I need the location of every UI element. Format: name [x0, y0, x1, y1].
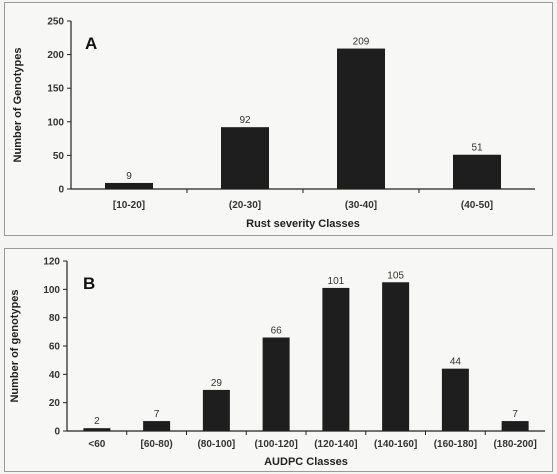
y-axis-title: Number of genotypes	[9, 289, 21, 402]
x-axis-title: Rust severity Classes	[246, 218, 360, 230]
x-tick-label: [10-20]	[113, 200, 145, 211]
x-tick-label: (180-200]	[493, 439, 536, 450]
bar	[83, 428, 111, 431]
y-axis-title: Number of Genotypes	[12, 48, 24, 163]
chart-b-svg: 0 20 40 60 80 100 120 2 <60 7 [60-80) 29 (80-100] 66 (…	[9, 257, 545, 468]
y-tick-label: 100	[43, 285, 60, 296]
bar	[262, 337, 290, 431]
x-axis-title: AUDPC Classes	[264, 456, 348, 468]
chart-panel-a: 0 50 100 150 200 250 9 [10-20] 92 (20-30] 209 (30-4…	[4, 2, 553, 236]
bar	[382, 282, 410, 431]
x-tick-label: [60-80)	[141, 439, 173, 450]
y-tick-label: 40	[49, 370, 61, 381]
y-tick-label: 50	[53, 151, 65, 162]
bar-value-label: 9	[126, 171, 132, 182]
bar	[202, 389, 230, 431]
panel-letter-b: B	[83, 274, 95, 293]
bar-value-label: 2	[94, 416, 100, 427]
bar-value-label: 105	[387, 270, 404, 281]
x-tick-label: <60	[88, 439, 105, 450]
bar	[322, 287, 350, 431]
x-tick-label: (30-40]	[345, 200, 377, 211]
bar	[441, 368, 469, 431]
x-tick-label: (100-120]	[254, 439, 297, 450]
bar-value-label: 101	[328, 276, 345, 287]
y-tick-label: 150	[47, 84, 64, 95]
x-tick-label: (120-140]	[314, 439, 357, 450]
y-tick-label: 80	[49, 313, 61, 324]
bar-value-label: 7	[512, 409, 518, 420]
bar	[453, 154, 501, 189]
bar	[337, 48, 385, 189]
y-tick-label: 120	[43, 257, 60, 268]
x-tick-label: (40-50]	[461, 200, 493, 211]
chart-panel-b: 0 20 40 60 80 100 120 2 <60 7 [60-80) 29 (80-100] 66 (…	[4, 248, 553, 472]
panel-letter-a: A	[85, 34, 97, 53]
bar	[501, 421, 529, 431]
y-tick-label: 60	[49, 342, 61, 353]
bar-value-label: 209	[353, 37, 370, 48]
bar	[143, 421, 171, 431]
bar	[221, 127, 269, 189]
y-tick-label: 100	[47, 117, 64, 128]
y-tick-label: 0	[58, 185, 64, 196]
bar-value-label: 66	[271, 326, 283, 337]
x-tick-label: (80-100]	[197, 439, 235, 450]
bar	[105, 182, 153, 189]
bar-value-label: 44	[450, 357, 462, 368]
y-tick-label: 0	[54, 427, 60, 438]
bar-value-label: 7	[154, 409, 160, 420]
y-tick-label: 200	[47, 50, 64, 61]
x-tick-label: (140-160]	[374, 439, 417, 450]
x-tick-label: (20-30]	[229, 200, 261, 211]
y-tick-label: 20	[49, 398, 61, 409]
x-tick-label: (160-180]	[434, 439, 477, 450]
bar-value-label: 51	[471, 143, 483, 154]
bar-value-label: 92	[239, 115, 251, 126]
y-tick-label: 250	[47, 17, 64, 28]
bar-value-label: 29	[211, 378, 223, 389]
chart-a-svg: 0 50 100 150 200 250 9 [10-20] 92 (20-30] 209 (30-4…	[12, 17, 535, 230]
